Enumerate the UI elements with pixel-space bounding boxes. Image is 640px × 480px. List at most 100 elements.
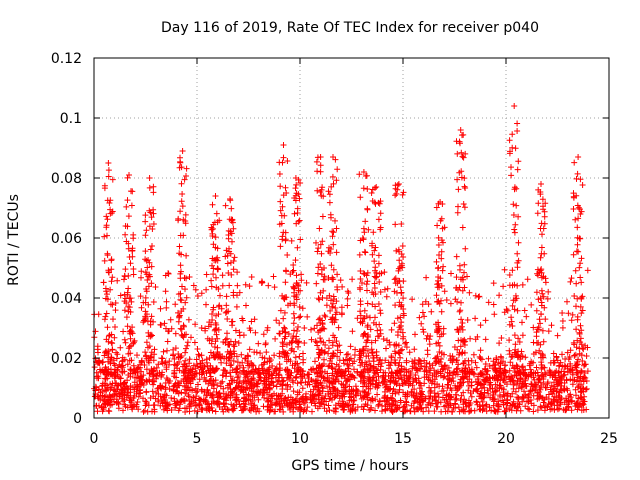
data-point — [530, 408, 537, 415]
data-point — [212, 320, 219, 326]
data-point — [277, 406, 283, 413]
data-point — [542, 404, 549, 411]
data-point — [295, 283, 302, 289]
data-point — [284, 158, 291, 164]
data-point — [424, 351, 431, 358]
data-point — [388, 326, 395, 333]
data-point — [281, 354, 288, 361]
data-point — [559, 324, 566, 331]
data-point — [225, 407, 232, 414]
data-point — [239, 359, 246, 366]
data-point — [357, 276, 364, 282]
data-point — [329, 396, 335, 403]
data-point — [209, 391, 216, 398]
data-point — [224, 252, 231, 259]
data-point — [428, 308, 435, 315]
data-point — [453, 391, 459, 398]
data-point — [210, 265, 217, 272]
data-point — [522, 403, 529, 410]
data-point — [159, 369, 166, 376]
data-point — [103, 213, 110, 220]
data-point — [421, 313, 428, 320]
data-point — [400, 333, 407, 340]
data-point — [419, 397, 426, 404]
data-point — [342, 401, 349, 408]
data-point — [281, 324, 288, 331]
data-point — [138, 274, 144, 281]
data-point — [269, 363, 276, 369]
data-point — [172, 301, 179, 308]
data-point — [509, 267, 516, 274]
data-point — [303, 279, 310, 286]
data-point — [532, 349, 539, 356]
data-point — [172, 345, 179, 352]
data-point — [578, 341, 585, 348]
data-point — [145, 344, 151, 351]
data-point — [328, 360, 335, 367]
data-point — [561, 362, 568, 369]
data-point — [322, 313, 329, 320]
data-point — [227, 338, 234, 345]
data-point — [120, 391, 127, 398]
data-point — [150, 183, 157, 190]
data-point — [379, 408, 385, 415]
data-point — [500, 370, 507, 376]
data-point — [218, 359, 225, 366]
data-point — [198, 352, 205, 359]
data-point — [578, 294, 585, 301]
data-point — [267, 404, 273, 411]
data-point — [349, 328, 356, 335]
data-point — [143, 399, 150, 405]
data-point — [537, 320, 544, 327]
data-point — [219, 272, 226, 279]
data-point — [280, 154, 287, 161]
data-point — [134, 399, 141, 405]
data-point — [282, 279, 289, 286]
data-point — [235, 398, 242, 404]
data-point — [300, 356, 307, 363]
data-point — [209, 201, 216, 208]
data-point — [561, 371, 568, 378]
data-point — [420, 329, 427, 335]
data-point — [364, 324, 371, 330]
data-point — [321, 368, 328, 375]
data-point — [477, 370, 484, 376]
data-point — [514, 307, 521, 314]
data-point — [124, 174, 131, 181]
data-point — [215, 390, 222, 397]
data-point — [466, 408, 472, 415]
data-point — [539, 352, 546, 359]
data-point — [453, 369, 460, 375]
data-point — [240, 379, 247, 386]
data-point — [540, 273, 547, 280]
data-point — [496, 385, 503, 392]
data-point — [571, 352, 578, 359]
data-point — [142, 218, 149, 225]
data-point — [360, 406, 367, 413]
data-point — [435, 339, 442, 346]
chart-title: Day 116 of 2019, Rate Of TEC Index for r… — [161, 20, 539, 36]
data-point — [316, 362, 323, 368]
data-point — [294, 244, 301, 251]
data-point — [388, 353, 395, 360]
data-point — [564, 369, 571, 376]
data-point — [392, 398, 399, 405]
data-point — [369, 301, 376, 308]
data-point — [146, 259, 153, 266]
data-point — [232, 397, 239, 404]
data-point — [325, 188, 332, 195]
data-point — [126, 254, 133, 260]
data-point — [457, 140, 463, 147]
data-point — [150, 189, 157, 196]
data-point — [365, 334, 372, 340]
data-point — [361, 393, 368, 400]
data-point — [513, 202, 520, 209]
data-point — [230, 292, 237, 299]
data-point — [177, 325, 184, 332]
data-point — [312, 391, 319, 398]
data-point — [253, 381, 260, 387]
data-point — [557, 401, 564, 408]
data-point — [363, 361, 370, 368]
data-point — [214, 401, 221, 408]
data-point — [148, 349, 155, 356]
